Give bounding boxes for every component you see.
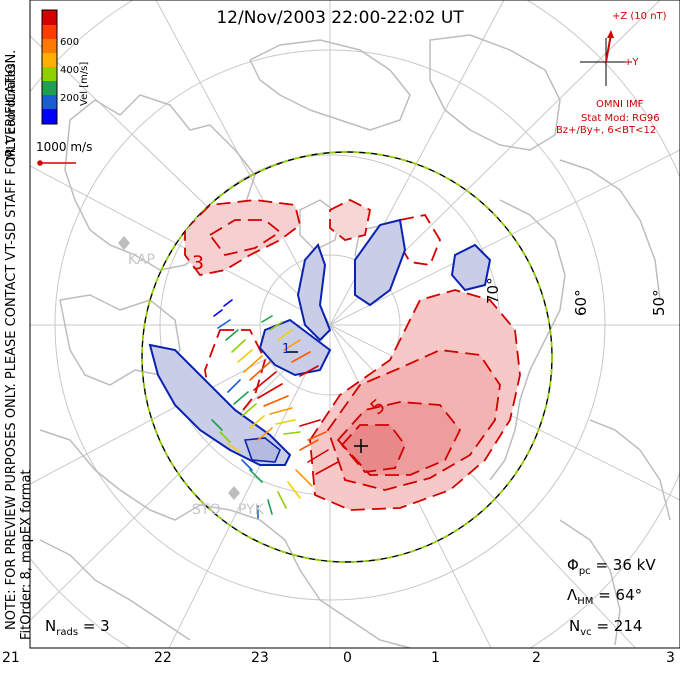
negative-potential-cells (148, 218, 492, 466)
fit-order-note: FitOrder: 8, mapEX format (19, 469, 34, 640)
mlt-tick-2: 2 (532, 650, 541, 666)
station-kap: KAP (128, 252, 155, 268)
positive-potential-cell (185, 200, 520, 510)
map-title: 12/Nov/2003 22:00-22:02 UT (216, 8, 464, 28)
hm-latitude: ΛHM = 64° (567, 586, 643, 607)
scale-vector (37, 160, 76, 166)
plot-frame (29, 0, 680, 649)
radar-count: Nrads = 3 (45, 617, 110, 638)
lat-label-50: 50° (650, 289, 668, 316)
positive-contours (184, 198, 521, 511)
imf-condition: Bz+/By+, 6<BT<12 (556, 125, 657, 136)
vector-count: Nvc = 214 (569, 617, 643, 638)
colorbar-tick-400: 400 (60, 65, 80, 76)
imf-source: OMNI IMF (596, 99, 644, 110)
mlt-tick-0: 0 (343, 650, 352, 666)
imf-clock-dial (580, 30, 632, 86)
imf-model: Stat Mod: RG96 (581, 113, 660, 124)
station-pyk: PYK (238, 502, 264, 518)
lat-label-60: 60° (572, 289, 590, 316)
contour-label-3: 3 (192, 252, 205, 274)
mlt-tick-21: 21 (2, 650, 20, 666)
contour-label-1: 1 (282, 342, 291, 357)
colorbar-tick-600: 600 (60, 37, 80, 48)
mlt-tick-23: 23 (251, 650, 269, 666)
station-markers (118, 236, 240, 500)
hm-boundary-dashed (141, 151, 553, 563)
imf-y-label: +Y (624, 57, 639, 68)
mlt-tick-22: 22 (154, 650, 172, 666)
imf-z-label: +Z (10 nT) (612, 11, 667, 22)
velocity-colorbar (41, 9, 58, 125)
verification-note: NOTE: FOR PREVIEW PURPOSES ONLY. PLEASE … (4, 49, 19, 630)
cross-polar-potential: Φpc = 36 kV (567, 556, 656, 577)
coastlines (39, 34, 671, 648)
velocity-vectors (211, 299, 339, 519)
colorbar-tick-200: 200 (60, 93, 80, 104)
scale-vector-label: 1000 m/s (36, 140, 93, 154)
mlt-tick-1: 1 (431, 650, 440, 666)
mlt-tick-3: 3 (666, 650, 675, 666)
station-sto: STO (192, 502, 221, 518)
lat-label-70: 70° (484, 277, 502, 304)
colorbar-axis-label: Vel [m/s] (79, 61, 90, 106)
potential-markers (287, 351, 368, 453)
